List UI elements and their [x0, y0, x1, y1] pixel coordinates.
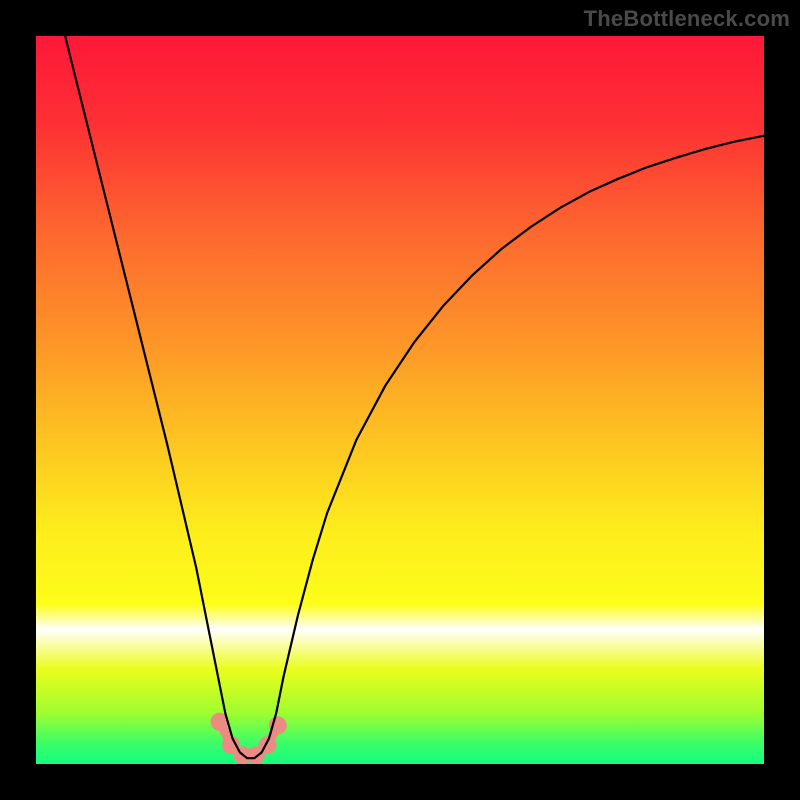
plot-area [36, 36, 764, 764]
chart-frame: TheBottleneck.com [0, 0, 800, 800]
watermark-text: TheBottleneck.com [584, 6, 790, 32]
gradient-background [36, 36, 764, 764]
plot-svg [36, 36, 764, 764]
